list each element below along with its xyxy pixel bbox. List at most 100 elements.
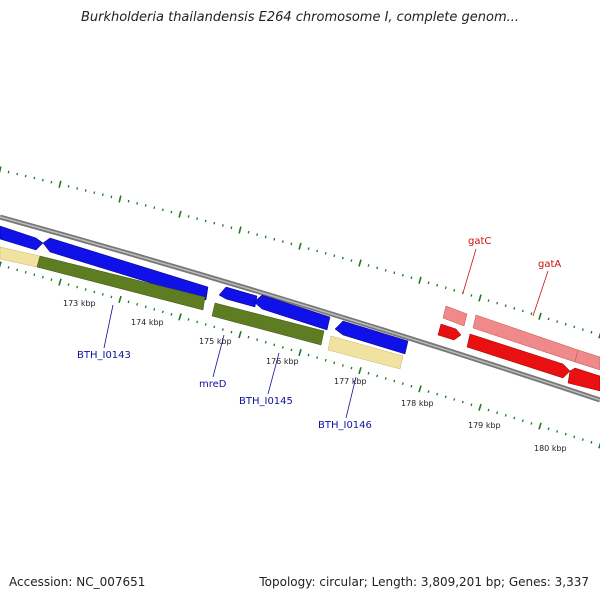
feature-blue-bth-i0146[interactable] [334, 320, 409, 355]
minor-tick [230, 330, 233, 334]
minor-tick [161, 310, 164, 314]
minor-tick [350, 366, 353, 370]
minor-tick [136, 303, 139, 306]
minor-tick [573, 325, 576, 329]
minor-tick [67, 283, 70, 286]
minor-tick [333, 254, 336, 258]
minor-tick [521, 419, 524, 423]
leader-line-bth-i0143 [103, 304, 114, 349]
minor-tick [384, 377, 387, 380]
minor-tick [521, 309, 524, 313]
feature-gata-light-2[interactable] [574, 349, 600, 371]
feature-yellow-1[interactable] [0, 246, 41, 268]
major-tick [118, 295, 122, 304]
minor-tick [496, 411, 499, 415]
minor-tick [16, 268, 19, 272]
gene-label-bth-i0146[interactable]: BTH_I0146 [318, 420, 372, 431]
major-tick [178, 210, 182, 218]
minor-tick [393, 271, 396, 275]
gene-label-gata[interactable]: gatA [538, 259, 561, 270]
feature-olive-2[interactable] [211, 302, 325, 346]
minor-tick [221, 224, 224, 227]
feature-olive-1[interactable] [36, 255, 206, 311]
minor-tick [127, 199, 130, 203]
major-tick [58, 180, 62, 188]
minor-tick [110, 295, 113, 299]
minor-tick [170, 313, 173, 316]
minor-tick [487, 408, 490, 412]
gene-label-bth-i0145[interactable]: BTH_I0145 [239, 396, 293, 407]
gene-label-gatc[interactable]: gatC [468, 236, 491, 247]
major-tick [538, 312, 542, 320]
minor-tick [367, 264, 370, 267]
major-tick [0, 261, 2, 268]
major-tick [238, 330, 242, 339]
minor-tick [470, 294, 473, 297]
gene-label-bth-i0143[interactable]: BTH_I0143 [77, 350, 131, 361]
genome-backbone-highlight [0, 216, 600, 401]
minor-tick [221, 328, 224, 331]
major-tick [178, 313, 182, 321]
minor-tick [564, 322, 567, 326]
feature-gata-dark[interactable] [466, 333, 571, 379]
minor-tick [401, 382, 404, 385]
minor-tick [367, 371, 370, 375]
leader-line-gatc [462, 248, 477, 294]
minor-tick [436, 392, 439, 396]
feature-gata-dark-2[interactable] [567, 367, 600, 392]
minor-tick [461, 400, 464, 404]
minor-tick [196, 217, 199, 221]
minor-tick [153, 308, 156, 311]
minor-tick [7, 170, 10, 174]
minor-tick [264, 235, 267, 239]
minor-tick [393, 379, 396, 383]
feature-gatc-light[interactable] [442, 305, 468, 327]
minor-tick [247, 335, 250, 339]
minor-tick [504, 414, 507, 417]
minor-tick [93, 191, 96, 194]
major-tick [478, 403, 482, 411]
minor-tick [213, 325, 216, 329]
minor-tick [281, 240, 284, 243]
minor-tick [547, 317, 550, 321]
minor-tick [324, 252, 327, 255]
feature-yellow-2[interactable] [327, 335, 404, 370]
major-tick [0, 166, 2, 174]
minor-tick [333, 361, 336, 365]
feature-gatc-dark[interactable] [437, 323, 462, 341]
kbp-label-174: 174 kbp [131, 318, 164, 327]
minor-tick [341, 364, 344, 367]
minor-tick [187, 215, 190, 218]
feature-blue-1[interactable] [0, 225, 44, 251]
minor-tick [204, 219, 207, 223]
minor-tick [341, 256, 344, 260]
map-title: Burkholderia thailandensis E264 chromoso… [80, 10, 520, 25]
major-tick [538, 422, 542, 430]
minor-tick [556, 320, 559, 323]
minor-tick [496, 301, 499, 305]
minor-tick [84, 288, 87, 291]
minor-tick [33, 273, 36, 277]
leader-line-bth-i0145 [267, 352, 280, 395]
minor-tick [513, 416, 516, 420]
minor-tick [67, 185, 70, 188]
minor-tick [161, 208, 164, 212]
kbp-label-173: 173 kbp [63, 299, 96, 308]
minor-tick [307, 353, 310, 357]
gene-label-mred[interactable]: mreD [199, 379, 227, 390]
major-tick [358, 259, 362, 267]
minor-tick [24, 270, 27, 274]
minor-tick [256, 233, 259, 236]
feature-blue-bth-i0145[interactable] [253, 294, 331, 331]
minor-tick [101, 193, 104, 197]
minor-tick [556, 430, 559, 433]
genome-summary-text: Topology: circular; Length: 3,809,201 bp… [259, 575, 589, 589]
minor-tick [204, 323, 207, 326]
kbp-label-179: 179 kbp [468, 421, 501, 430]
feature-blue-bth-i0143[interactable] [42, 237, 209, 301]
minor-tick [50, 278, 53, 281]
minor-tick [136, 201, 139, 205]
minor-tick [581, 438, 584, 441]
kbp-label-177: 177 kbp [334, 377, 367, 386]
minor-tick [376, 266, 379, 270]
